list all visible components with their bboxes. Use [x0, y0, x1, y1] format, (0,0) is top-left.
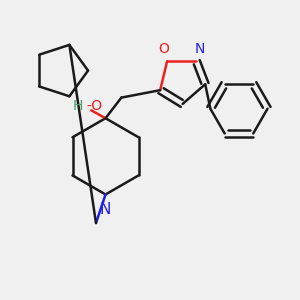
Text: -O: -O	[86, 98, 103, 112]
Text: N: N	[194, 42, 205, 56]
Text: N: N	[100, 202, 111, 217]
Text: H: H	[73, 98, 83, 112]
Text: O: O	[158, 42, 169, 56]
